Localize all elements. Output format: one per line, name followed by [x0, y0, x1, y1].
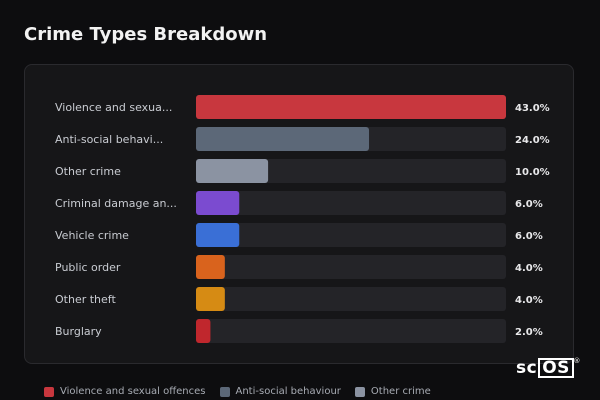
bar-5[interactable] — [196, 255, 225, 279]
category-label-3: Criminal damage an... — [55, 197, 177, 210]
legend-label-1: Anti-social behaviour — [235, 386, 341, 397]
bar-track-3 — [196, 191, 506, 215]
value-label-7: 2.0% — [515, 327, 543, 338]
legend-swatch-2 — [354, 386, 365, 397]
value-label-2: 10.0% — [515, 167, 550, 178]
bar-track-4 — [196, 223, 506, 247]
bar-chart: Violence and sexua... 43.0% Anti-social be… — [55, 95, 550, 343]
bar-track-5 — [196, 255, 506, 279]
legend-label-0: Violence and sexual offences — [60, 386, 206, 397]
category-label-5: Public order — [55, 261, 121, 274]
bar-0[interactable] — [196, 95, 506, 119]
logo-registered-mark: ® — [573, 357, 581, 365]
legend-label-2: Other crime — [370, 386, 431, 397]
category-label-0: Violence and sexua... — [55, 101, 172, 114]
bar-track-7 — [196, 319, 506, 343]
legend-swatch-1 — [219, 386, 230, 397]
category-label-1: Anti-social behavi... — [55, 133, 163, 146]
bar-3[interactable] — [196, 191, 240, 215]
legend-item-1[interactable]: Anti-social behaviour — [219, 386, 341, 397]
bar-6[interactable] — [196, 287, 225, 311]
category-label-2: Other crime — [55, 165, 121, 178]
category-label-6: Other theft — [55, 293, 116, 306]
bar-track-6 — [196, 287, 506, 311]
chart-panel: Violence and sexua... 43.0% Anti-social be… — [24, 64, 574, 364]
value-label-1: 24.0% — [515, 135, 550, 146]
logo-text-boxed: OS — [538, 358, 574, 378]
logo-text-plain: sc — [516, 358, 538, 378]
value-label-0: 43.0% — [515, 103, 550, 114]
bar-4[interactable] — [196, 223, 240, 247]
category-label-4: Vehicle crime — [55, 229, 129, 242]
scos-logo: sc OS ® — [516, 357, 580, 378]
bar-track-2 — [196, 159, 506, 183]
value-label-3: 6.0% — [515, 199, 543, 210]
value-label-5: 4.0% — [515, 263, 543, 274]
legend: Violence and sexual offences Anti-social… — [44, 386, 431, 397]
value-label-6: 4.0% — [515, 295, 543, 306]
value-label-4: 6.0% — [515, 231, 543, 242]
chart-title: Crime Types Breakdown — [24, 24, 268, 45]
legend-item-2[interactable]: Other crime — [354, 386, 431, 397]
category-label-7: Burglary — [55, 325, 102, 338]
bar-2[interactable] — [196, 159, 269, 183]
bar-1[interactable] — [196, 127, 370, 151]
legend-swatch-0 — [44, 386, 54, 397]
legend-item-0[interactable]: Violence and sexual offences — [44, 386, 206, 397]
bar-7[interactable] — [196, 319, 211, 343]
